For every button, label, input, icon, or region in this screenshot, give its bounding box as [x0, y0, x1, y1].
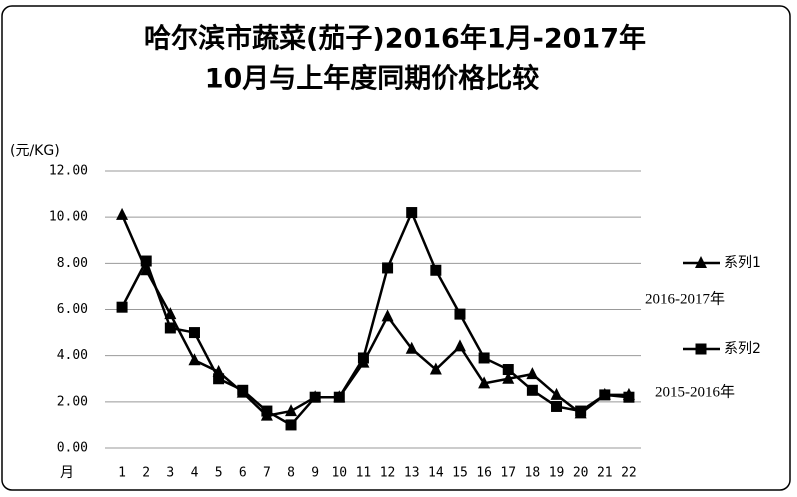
- marker: [164, 322, 176, 334]
- marker: [285, 419, 297, 431]
- annotation: 2016-2017年: [645, 290, 725, 307]
- marker: [478, 352, 490, 364]
- marker: [381, 309, 394, 322]
- x-tick-label: 16: [476, 466, 492, 481]
- chart-title: 哈尔滨市蔬菜(茄子)2016年1月-2017年: [144, 23, 646, 55]
- x-tick-label: 18: [525, 466, 541, 481]
- y-axis-label: (元/KG): [10, 143, 60, 159]
- marker: [333, 391, 345, 403]
- marker: [551, 400, 563, 412]
- marker: [502, 371, 515, 384]
- marker: [213, 373, 225, 385]
- x-tick-label: 20: [573, 466, 589, 481]
- marker: [116, 301, 128, 313]
- x-tick-label: 7: [263, 466, 271, 481]
- series-line: [120, 209, 630, 427]
- marker: [623, 391, 635, 403]
- legend-label: 系列1: [724, 255, 761, 271]
- x-axis-label: 月: [60, 465, 74, 481]
- marker: [599, 389, 611, 401]
- legend-label: 系列2: [724, 341, 761, 357]
- y-tick-label: 10.00: [49, 210, 88, 225]
- x-tick-label: 14: [428, 466, 444, 481]
- marker: [285, 404, 298, 417]
- y-tick-label: 8.00: [57, 256, 88, 271]
- y-tick-label: 12.00: [49, 164, 88, 179]
- y-tick-label: 2.00: [57, 394, 88, 409]
- marker: [237, 384, 249, 396]
- x-tick-label: 15: [452, 466, 468, 481]
- x-tick-label: 5: [215, 466, 223, 481]
- x-tick-label: 12: [380, 466, 396, 481]
- marker: [454, 308, 466, 320]
- marker: [453, 339, 466, 352]
- x-tick-label: 17: [500, 466, 516, 481]
- x-tick-label: 13: [404, 466, 420, 481]
- marker: [357, 352, 369, 364]
- x-tick-label: 6: [239, 466, 247, 481]
- marker: [478, 376, 491, 389]
- y-tick-label: 4.00: [57, 348, 88, 363]
- marker: [309, 391, 321, 403]
- series-line: [120, 214, 629, 418]
- chart-title: 10月与上年度同期价格比较: [205, 63, 540, 95]
- y-tick-label: 0.00: [57, 441, 88, 456]
- x-tick-label: 8: [287, 466, 295, 481]
- marker: [116, 207, 129, 220]
- marker: [261, 405, 273, 417]
- y-tick-label: 6.00: [57, 302, 88, 317]
- marker: [430, 264, 442, 276]
- marker: [406, 207, 418, 219]
- marker: [140, 255, 152, 267]
- x-tick-label: 11: [356, 466, 372, 481]
- x-tick-label: 4: [191, 466, 199, 481]
- marker: [188, 327, 200, 339]
- legend-marker: [695, 256, 707, 268]
- x-tick-label: 22: [621, 466, 637, 481]
- marker: [526, 384, 538, 396]
- legend-marker: [695, 343, 707, 355]
- marker: [526, 367, 539, 380]
- x-tick-label: 1: [118, 466, 126, 481]
- marker: [550, 387, 563, 400]
- x-tick-label: 21: [597, 466, 613, 481]
- marker: [502, 364, 514, 376]
- x-tick-label: 3: [166, 466, 174, 481]
- marker: [382, 262, 394, 274]
- x-tick-label: 19: [549, 466, 565, 481]
- marker: [429, 362, 442, 375]
- marker: [575, 405, 587, 417]
- marker: [188, 353, 201, 366]
- x-tick-label: 9: [311, 466, 319, 481]
- annotation: 2015-2016年: [655, 383, 735, 400]
- x-tick-label: 2: [142, 466, 150, 481]
- x-tick-label: 10: [331, 466, 347, 481]
- marker: [405, 341, 418, 354]
